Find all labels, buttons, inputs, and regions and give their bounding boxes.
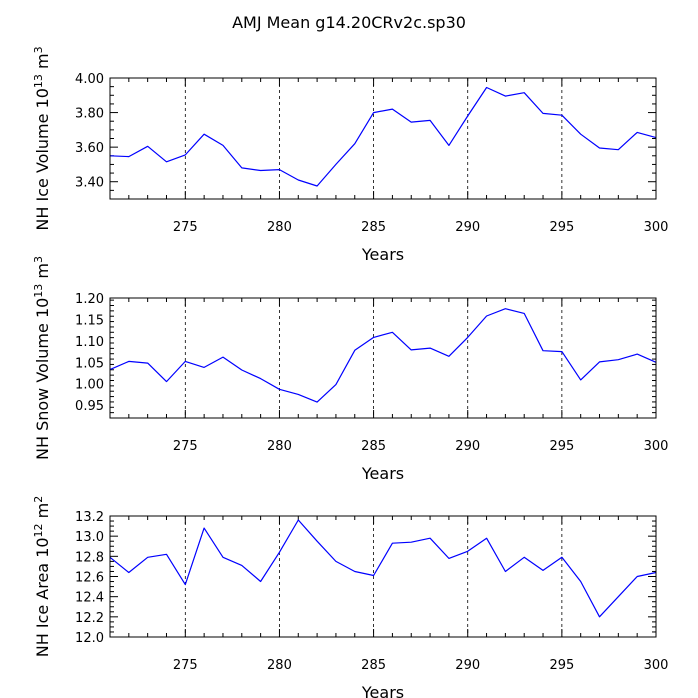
x-axis-label: Years: [361, 464, 404, 483]
y-axis-label-exponent: 2: [32, 496, 45, 503]
y-tick-label: 1.20: [75, 292, 104, 307]
y-tick-label: 13.2: [75, 510, 104, 525]
y-axis-label-exponent: 3: [32, 46, 45, 53]
y-tick-label: 12.8: [75, 550, 104, 565]
y-tick-label: 12.4: [75, 591, 104, 606]
x-tick-label: 285: [361, 439, 386, 454]
y-axis-label: NH Ice Area 1012 m2: [32, 496, 53, 657]
x-tick-label: 290: [455, 658, 480, 673]
x-axis-label: Years: [361, 683, 404, 698]
x-tick-label: 300: [644, 220, 669, 235]
y-tick-label: 3.80: [75, 107, 104, 122]
y-tick-label: 1.00: [75, 378, 104, 393]
x-tick-label: 280: [267, 658, 292, 673]
y-tick-label: 3.60: [75, 141, 104, 156]
y-tick-label: 0.95: [75, 399, 104, 414]
y-tick-label: 4.00: [75, 72, 104, 87]
y-axis-label-part: m: [33, 263, 52, 284]
x-tick-label: 290: [455, 220, 480, 235]
x-tick-label: 290: [455, 439, 480, 454]
x-tick-label: 295: [549, 220, 574, 235]
y-axis-label: NH Ice Volume 1013 m3: [32, 46, 53, 230]
plot-frame-2: [109, 297, 657, 419]
x-tick-label: 300: [644, 439, 669, 454]
panel-3: 275 280 285 290 295 300 12.0 12.2 12.4 12.6 12.8 13…: [32, 496, 669, 698]
x-tick-label: 285: [361, 658, 386, 673]
x-tick-label: 275: [173, 439, 198, 454]
y-axis-label: NH Snow Volume 1013 m3: [32, 256, 53, 460]
x-tick-label: 280: [267, 220, 292, 235]
y-tick-label: 12.2: [75, 611, 104, 626]
y-tick-label: 13.0: [75, 530, 104, 545]
x-tick-label: 295: [549, 439, 574, 454]
y-axis-label-exponent: 12: [32, 523, 45, 537]
y-axis-label-part: m: [33, 503, 52, 524]
y-tick-label: 12.0: [75, 631, 104, 646]
y-axis-label-exponent: 3: [32, 256, 45, 263]
plot-frame-1: [109, 77, 657, 200]
y-tick-label: 1.10: [75, 335, 104, 350]
y-tick-label: 12.6: [75, 571, 104, 586]
y-axis-label-exponent: 13: [32, 284, 45, 298]
series-line-1: [109, 86, 657, 187]
x-tick-label: 285: [361, 220, 386, 235]
x-axis-label: Years: [361, 245, 404, 264]
y-axis-label-part: NH Ice Area 10: [33, 537, 52, 657]
x-tick-label: 280: [267, 439, 292, 454]
y-axis-label-exponent: 13: [32, 74, 45, 88]
y-axis-label-part: m: [33, 53, 52, 74]
plot-frame-3: [109, 515, 657, 638]
chart-title: AMJ Mean g14.20CRv2c.sp30: [232, 13, 466, 32]
x-tick-label: 275: [173, 220, 198, 235]
y-tick-label: 1.15: [75, 313, 104, 328]
panel-2: 275 280 285 290 295 300 0.95 1.00 1.05 1.10 1.15 1.…: [32, 256, 669, 483]
x-tick-label: 295: [549, 658, 574, 673]
y-tick-label: 1.05: [75, 356, 104, 371]
y-axis-label-part: NH Ice Volume 10: [33, 88, 52, 230]
series-line-2: [109, 308, 657, 403]
y-tick-label: 3.40: [75, 176, 104, 191]
series-line-3: [109, 519, 657, 618]
x-tick-label: 275: [173, 658, 198, 673]
panel-1: 275 280 285 290 295 300 3.40 3.60 3.80 4.00 Years N…: [32, 46, 669, 264]
x-tick-label: 300: [644, 658, 669, 673]
y-axis-label-part: NH Snow Volume 10: [33, 298, 52, 460]
